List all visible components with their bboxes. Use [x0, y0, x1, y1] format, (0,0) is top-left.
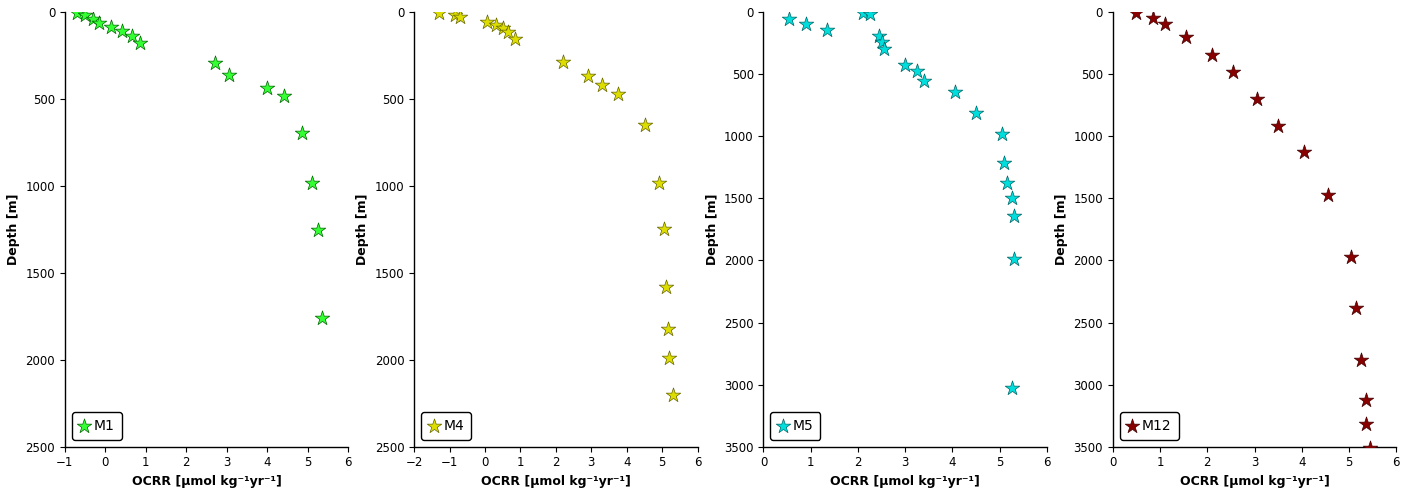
Point: [656, 325, 678, 333]
Point: [1003, 254, 1026, 262]
Point: [993, 159, 1016, 167]
Point: [996, 179, 1019, 187]
Point: [290, 129, 312, 137]
Point: [100, 23, 122, 31]
Point: [1245, 95, 1268, 103]
Point: [653, 225, 675, 233]
Point: [654, 283, 677, 291]
Point: [491, 25, 514, 33]
Point: [871, 39, 893, 47]
X-axis label: OCRR [μmol kg⁻¹yr⁻¹]: OCRR [μmol kg⁻¹yr⁻¹]: [481, 475, 630, 488]
Point: [82, 15, 104, 23]
Point: [128, 39, 151, 47]
Point: [1317, 191, 1339, 198]
Point: [204, 59, 227, 67]
Point: [1000, 194, 1023, 201]
Point: [647, 179, 670, 187]
Point: [1175, 33, 1197, 41]
Point: [778, 15, 801, 23]
Point: [311, 314, 333, 322]
Point: [110, 27, 132, 35]
Point: [816, 26, 839, 34]
Y-axis label: Depth [m]: Depth [m]: [1055, 194, 1068, 265]
Point: [484, 21, 507, 29]
Point: [307, 226, 329, 234]
Point: [1126, 8, 1148, 16]
Point: [795, 20, 817, 28]
Point: [906, 67, 929, 75]
Point: [1345, 303, 1368, 311]
Point: [428, 9, 450, 17]
Point: [661, 391, 684, 398]
Y-axis label: Depth [m]: Depth [m]: [705, 194, 719, 265]
Point: [121, 32, 144, 40]
Point: [1359, 444, 1382, 452]
Point: [89, 19, 111, 27]
Point: [476, 17, 498, 25]
X-axis label: OCRR [μmol kg⁻¹yr⁻¹]: OCRR [μmol kg⁻¹yr⁻¹]: [830, 475, 981, 488]
Point: [868, 32, 891, 40]
Point: [1000, 384, 1023, 392]
Point: [301, 179, 324, 187]
Y-axis label: Depth [m]: Depth [m]: [356, 194, 369, 265]
Point: [1355, 396, 1377, 403]
Point: [504, 35, 526, 43]
Point: [1003, 212, 1026, 220]
Point: [851, 8, 874, 16]
Point: [1200, 51, 1223, 59]
Point: [591, 81, 613, 89]
Point: [965, 109, 988, 117]
Point: [66, 9, 89, 17]
Legend: M12: M12: [1120, 412, 1179, 440]
Point: [443, 11, 466, 19]
Point: [256, 84, 279, 92]
Point: [73, 11, 96, 19]
Point: [858, 10, 881, 18]
Point: [1266, 122, 1289, 130]
Y-axis label: Depth [m]: Depth [m]: [7, 194, 20, 265]
Point: [497, 28, 519, 36]
Point: [552, 57, 574, 65]
Point: [1355, 420, 1377, 428]
Point: [658, 354, 681, 362]
Point: [1293, 148, 1316, 156]
Point: [1349, 356, 1372, 364]
Point: [273, 93, 295, 100]
Point: [577, 72, 599, 80]
X-axis label: OCRR [μmol kg⁻¹yr⁻¹]: OCRR [μmol kg⁻¹yr⁻¹]: [1179, 475, 1330, 488]
Point: [606, 90, 629, 98]
Point: [1141, 14, 1164, 22]
Point: [1154, 20, 1176, 28]
Point: [633, 121, 656, 129]
Point: [991, 130, 1013, 138]
Point: [218, 71, 241, 79]
Point: [944, 88, 967, 96]
Point: [913, 77, 936, 85]
Point: [893, 61, 916, 69]
X-axis label: OCRR [μmol kg⁻¹yr⁻¹]: OCRR [μmol kg⁻¹yr⁻¹]: [132, 475, 281, 488]
Point: [1339, 253, 1362, 261]
Point: [872, 45, 895, 52]
Legend: M1: M1: [72, 412, 122, 440]
Point: [1223, 68, 1245, 76]
Legend: M4: M4: [421, 412, 471, 440]
Point: [449, 13, 471, 21]
Legend: M5: M5: [771, 412, 820, 440]
